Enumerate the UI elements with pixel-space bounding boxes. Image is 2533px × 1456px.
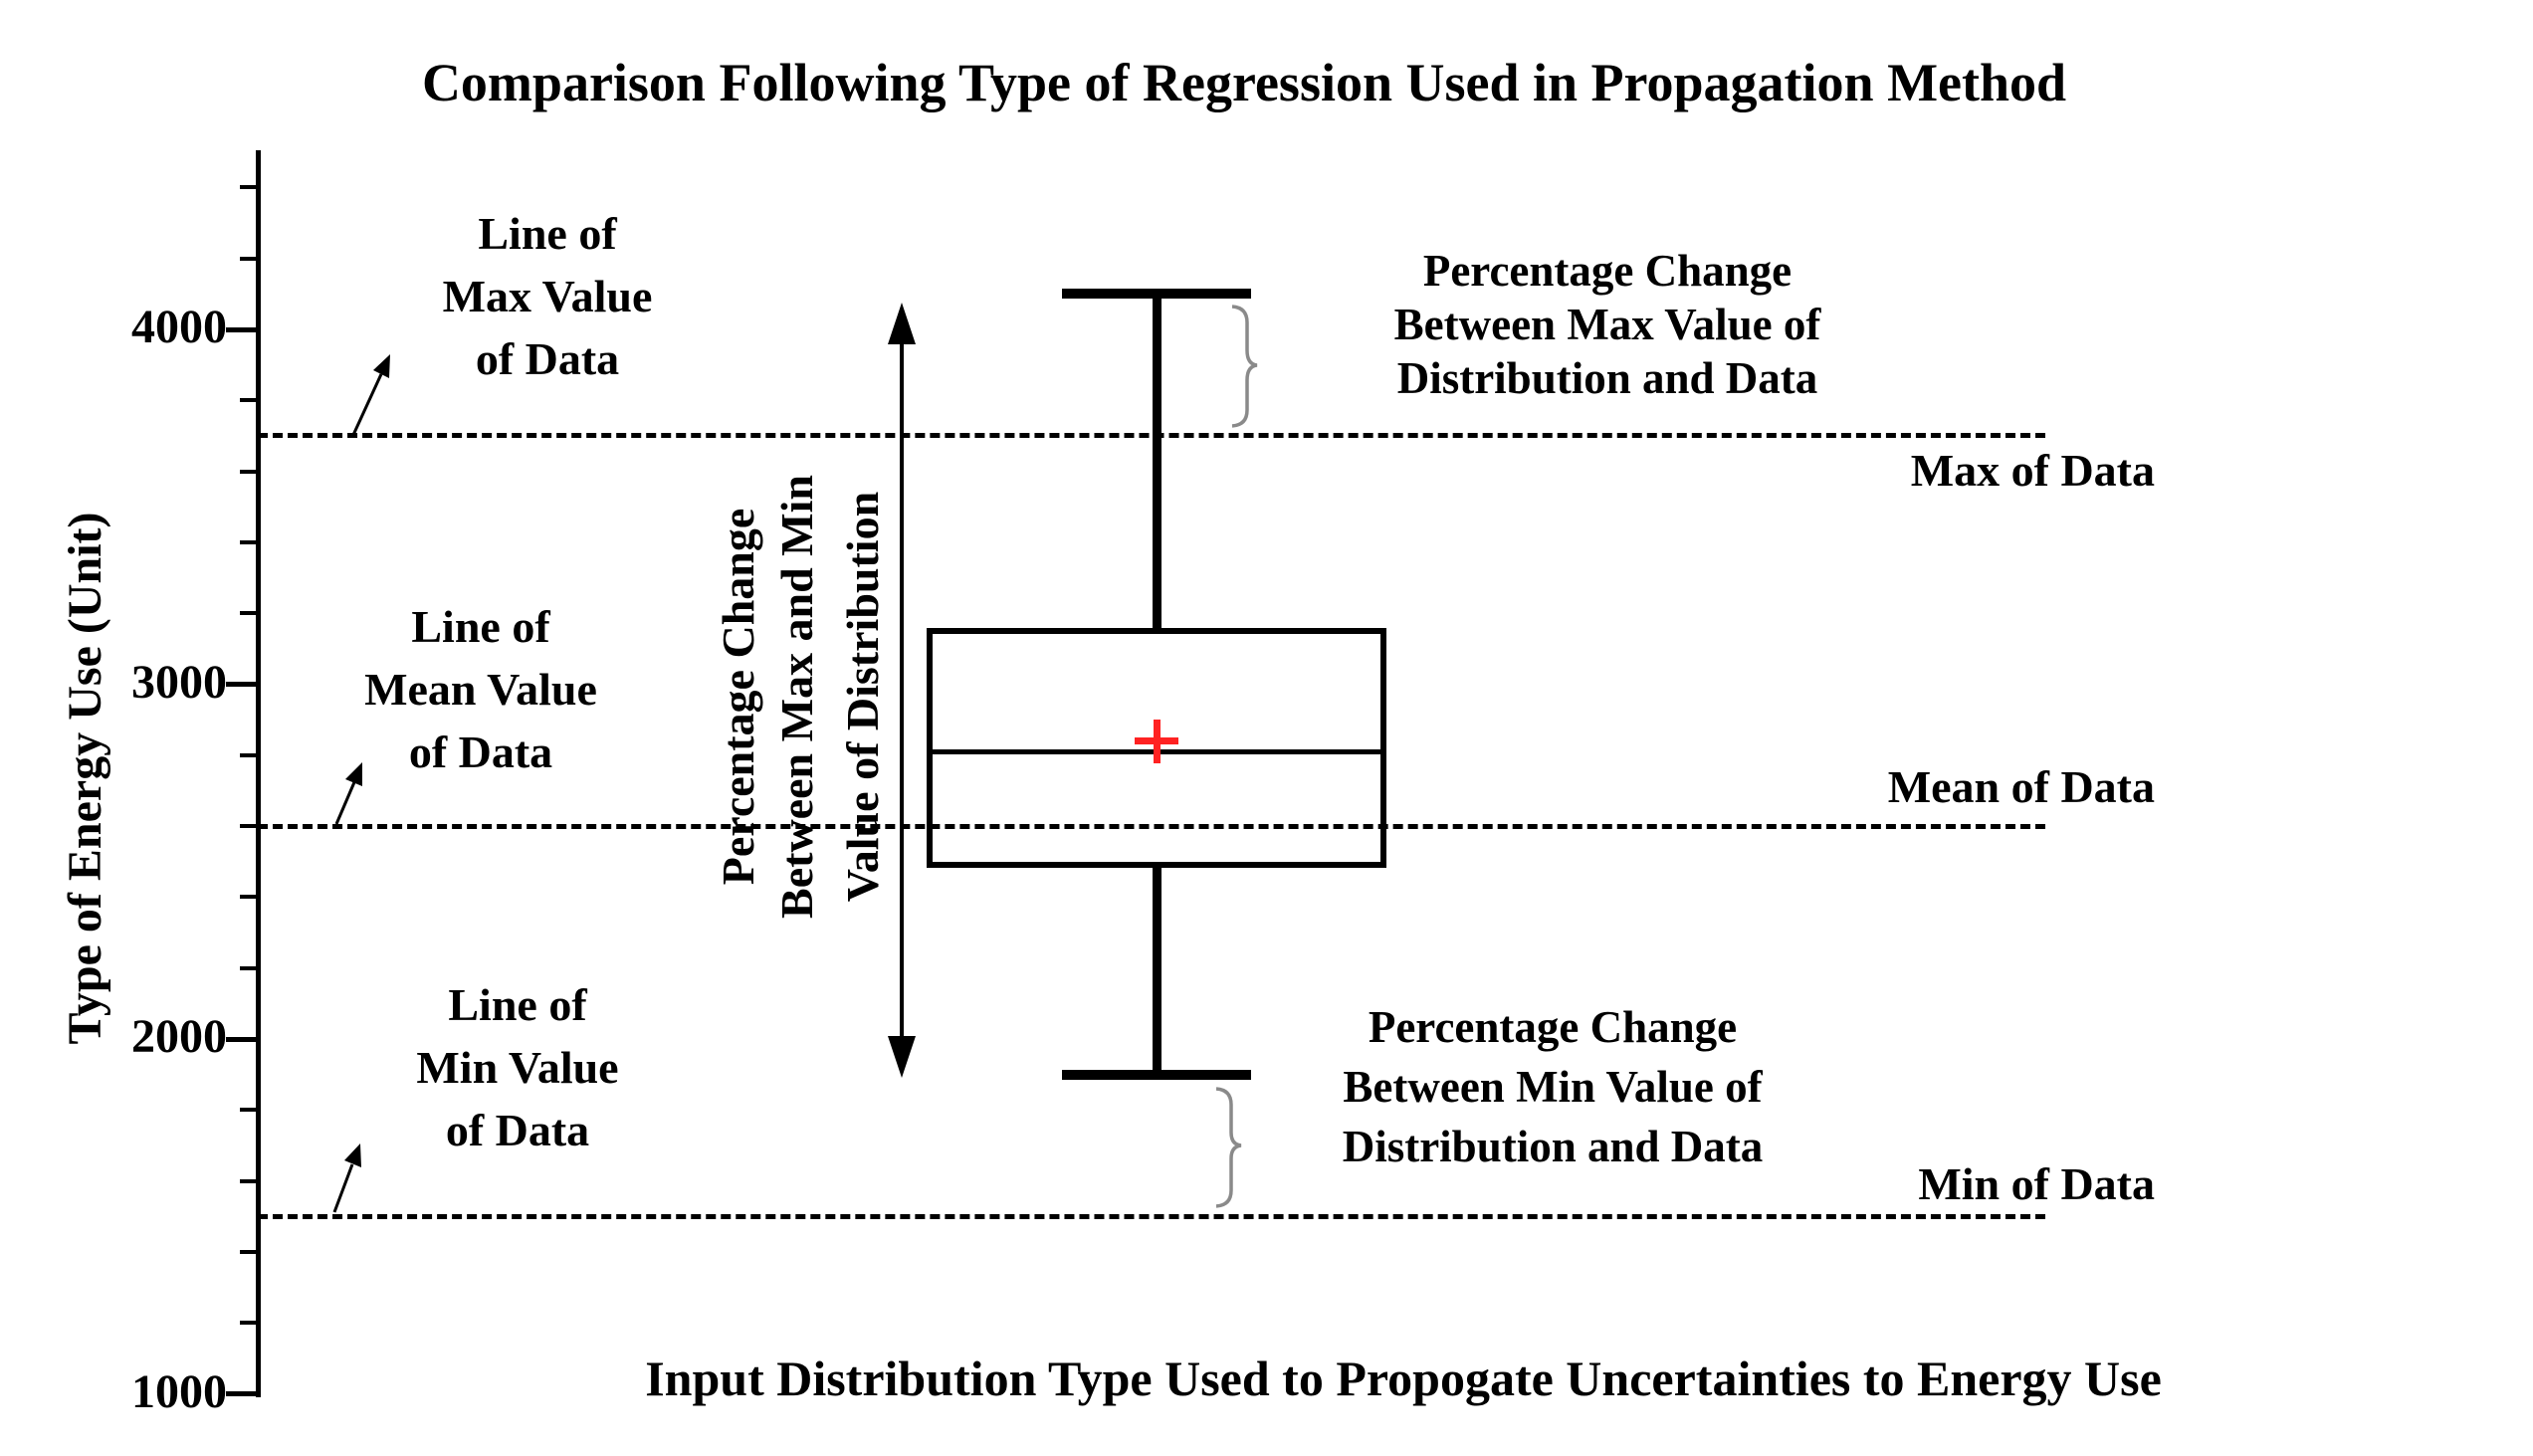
- minor-tick: [240, 965, 257, 970]
- minor-tick: [240, 185, 257, 190]
- y-tick-label: 3000: [131, 655, 227, 709]
- pct-range-annotation-line3: Value of Distribution: [837, 491, 888, 903]
- line-of-min-annotation: Line of Min Value of Data: [416, 979, 619, 1155]
- chart-title: Comparison Following Type of Regression …: [421, 53, 2067, 112]
- minor-tick: [240, 895, 257, 900]
- mean-marker: [1153, 719, 1161, 763]
- minor-tick: [240, 256, 257, 261]
- y-tick-label: 1000: [131, 1364, 227, 1418]
- y-tick-label: 2000: [131, 1010, 227, 1063]
- min-of-data-line: [258, 1213, 2045, 1219]
- y-tick-label: 4000: [131, 301, 227, 353]
- range-double-arrow: [888, 303, 916, 1078]
- major-tick: [226, 326, 257, 332]
- pct-range-annotation-line1: Percentage Change: [713, 508, 763, 886]
- mean-of-data-label: Mean of Data: [1887, 761, 2155, 812]
- iqr-box: [927, 628, 1386, 869]
- upper-whisker-cap: [1062, 289, 1251, 300]
- minor-tick: [240, 1178, 257, 1183]
- minor-tick: [240, 398, 257, 403]
- max-gap-brace: [1231, 305, 1258, 428]
- max-of-data-line: [258, 433, 2045, 439]
- max-of-data-label: Max of Data: [1910, 445, 2155, 496]
- lower-whisker-stem: [1152, 865, 1161, 1075]
- line-of-mean-annotation: Line of Mean Value of Data: [364, 601, 597, 777]
- minor-tick: [240, 1249, 257, 1254]
- upper-whisker-stem: [1152, 294, 1161, 632]
- minor-tick: [240, 752, 257, 757]
- mean-of-data-line: [258, 823, 2045, 829]
- y-axis-line: [256, 150, 261, 1397]
- minor-tick: [240, 539, 257, 544]
- minor-tick: [240, 824, 257, 829]
- minor-tick: [240, 1108, 257, 1113]
- major-tick: [226, 682, 257, 687]
- major-tick: [226, 1391, 257, 1396]
- x-axis-label: Input Distribution Type Used to Propogat…: [645, 1351, 2162, 1406]
- line-of-max-annotation: Line of Max Value of Data: [442, 208, 653, 384]
- minor-tick: [240, 469, 257, 474]
- pct-max-annotation: Percentage Change Between Max Value of D…: [1393, 246, 1821, 403]
- lower-whisker-cap: [1062, 1069, 1251, 1080]
- min-of-data-label: Min of Data: [1918, 1158, 2155, 1209]
- minor-tick: [240, 611, 257, 616]
- major-tick: [226, 1036, 257, 1042]
- minor-tick: [240, 1321, 257, 1326]
- pct-range-annotation-line2: Between Max and Min: [771, 475, 822, 919]
- pct-min-annotation: Percentage Change Between Min Value of D…: [1342, 1002, 1764, 1171]
